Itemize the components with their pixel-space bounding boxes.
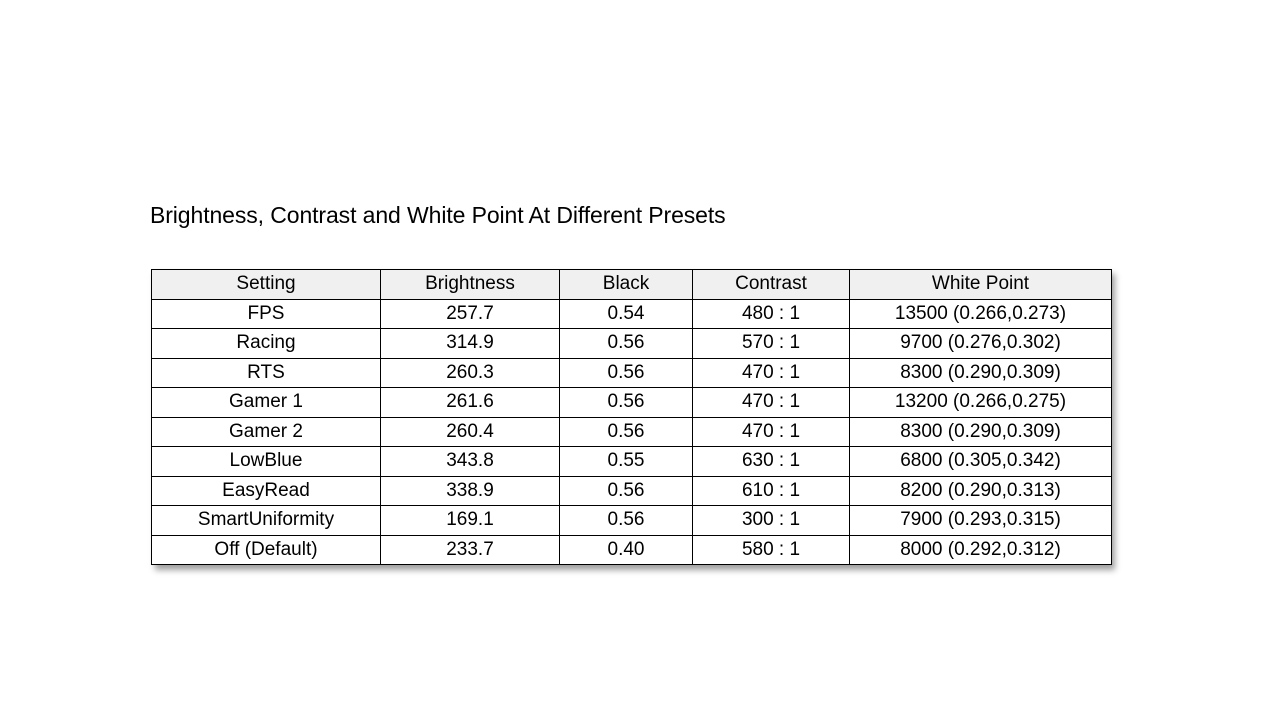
table-cell-contrast: 570 : 1 <box>692 328 850 359</box>
table-cell-contrast: 300 : 1 <box>692 505 850 536</box>
table-cell-brightness: 260.4 <box>380 416 560 447</box>
table-cell-contrast: 480 : 1 <box>692 298 850 329</box>
header-row: Setting Brightness Black Contrast White Poin… <box>151 269 1112 300</box>
table-cell-setting: Gamer 2 <box>151 416 381 447</box>
table-cell-setting: RTS <box>151 357 381 388</box>
table-cell-contrast: 470 : 1 <box>692 387 850 418</box>
column-header-setting: Setting <box>151 269 381 300</box>
table-header: Setting Brightness Black Contrast White Poin… <box>151 269 1112 300</box>
table-cell-white-point: 13200 (0.266,0.275) <box>849 387 1112 418</box>
table-cell-contrast: 630 : 1 <box>692 446 850 477</box>
table-cell-setting: FPS <box>151 298 381 329</box>
table-cell-brightness: 257.7 <box>380 298 560 329</box>
table-row: Off (Default) 233.7 0.40 580 : 1 8000 (0.292… <box>151 534 1112 565</box>
table-cell-white-point: 8000 (0.292,0.312) <box>849 534 1112 565</box>
table-cell-black: 0.56 <box>559 357 693 388</box>
table-row: SmartUniformity 169.1 0.56 300 : 1 7900 (0.2… <box>151 505 1112 536</box>
column-header-contrast: Contrast <box>692 269 850 300</box>
table-cell-white-point: 8200 (0.290,0.313) <box>849 475 1112 506</box>
table-title: Brightness, Contrast and White Point At … <box>150 202 726 228</box>
table-cell-contrast: 470 : 1 <box>692 357 850 388</box>
table-row: Racing 314.9 0.56 570 : 1 9700 (0.276,0.302) <box>151 328 1112 359</box>
table-cell-setting: Gamer 1 <box>151 387 381 418</box>
table-cell-black: 0.40 <box>559 534 693 565</box>
table-cell-brightness: 261.6 <box>380 387 560 418</box>
table-row: Gamer 1 261.6 0.56 470 : 1 13200 (0.266,0.27… <box>151 387 1112 418</box>
table-cell-brightness: 338.9 <box>380 475 560 506</box>
table-cell-black: 0.55 <box>559 446 693 477</box>
table-row: EasyRead 338.9 0.56 610 : 1 8200 (0.290,0.31… <box>151 475 1112 506</box>
table-cell-contrast: 580 : 1 <box>692 534 850 565</box>
table-cell-white-point: 7900 (0.293,0.315) <box>849 505 1112 536</box>
table-cell-white-point: 8300 (0.290,0.309) <box>849 416 1112 447</box>
table-cell-brightness: 233.7 <box>380 534 560 565</box>
table-cell-white-point: 6800 (0.305,0.342) <box>849 446 1112 477</box>
table-cell-brightness: 343.8 <box>380 446 560 477</box>
table-body: FPS 257.7 0.54 480 : 1 13500 (0.266,0.273) Ra… <box>151 298 1112 565</box>
table-cell-white-point: 9700 (0.276,0.302) <box>849 328 1112 359</box>
table-cell-setting: Racing <box>151 328 381 359</box>
column-header-brightness: Brightness <box>380 269 560 300</box>
table-cell-setting: SmartUniformity <box>151 505 381 536</box>
column-header-black: Black <box>559 269 693 300</box>
table-cell-black: 0.54 <box>559 298 693 329</box>
presets-table: Setting Brightness Black Contrast White Poin… <box>151 269 1112 565</box>
table-cell-black: 0.56 <box>559 416 693 447</box>
table-cell-black: 0.56 <box>559 505 693 536</box>
table-cell-setting: Off (Default) <box>151 534 381 565</box>
table-row: RTS 260.3 0.56 470 : 1 8300 (0.290,0.309) <box>151 357 1112 388</box>
table-cell-contrast: 610 : 1 <box>692 475 850 506</box>
table-row: LowBlue 343.8 0.55 630 : 1 6800 (0.305,0.342… <box>151 446 1112 477</box>
table-cell-brightness: 314.9 <box>380 328 560 359</box>
table-cell-black: 0.56 <box>559 475 693 506</box>
table-cell-white-point: 8300 (0.290,0.309) <box>849 357 1112 388</box>
table-cell-setting: LowBlue <box>151 446 381 477</box>
table-cell-setting: EasyRead <box>151 475 381 506</box>
table-cell-white-point: 13500 (0.266,0.273) <box>849 298 1112 329</box>
table-row: FPS 257.7 0.54 480 : 1 13500 (0.266,0.273) <box>151 298 1112 329</box>
table-cell-black: 0.56 <box>559 328 693 359</box>
column-header-white-point: White Point <box>849 269 1112 300</box>
table-cell-brightness: 260.3 <box>380 357 560 388</box>
table-cell-black: 0.56 <box>559 387 693 418</box>
presets-table-container: Setting Brightness Black Contrast White Poin… <box>151 269 1112 565</box>
table-cell-contrast: 470 : 1 <box>692 416 850 447</box>
table-cell-brightness: 169.1 <box>380 505 560 536</box>
table-row: Gamer 2 260.4 0.56 470 : 1 8300 (0.290,0.309… <box>151 416 1112 447</box>
